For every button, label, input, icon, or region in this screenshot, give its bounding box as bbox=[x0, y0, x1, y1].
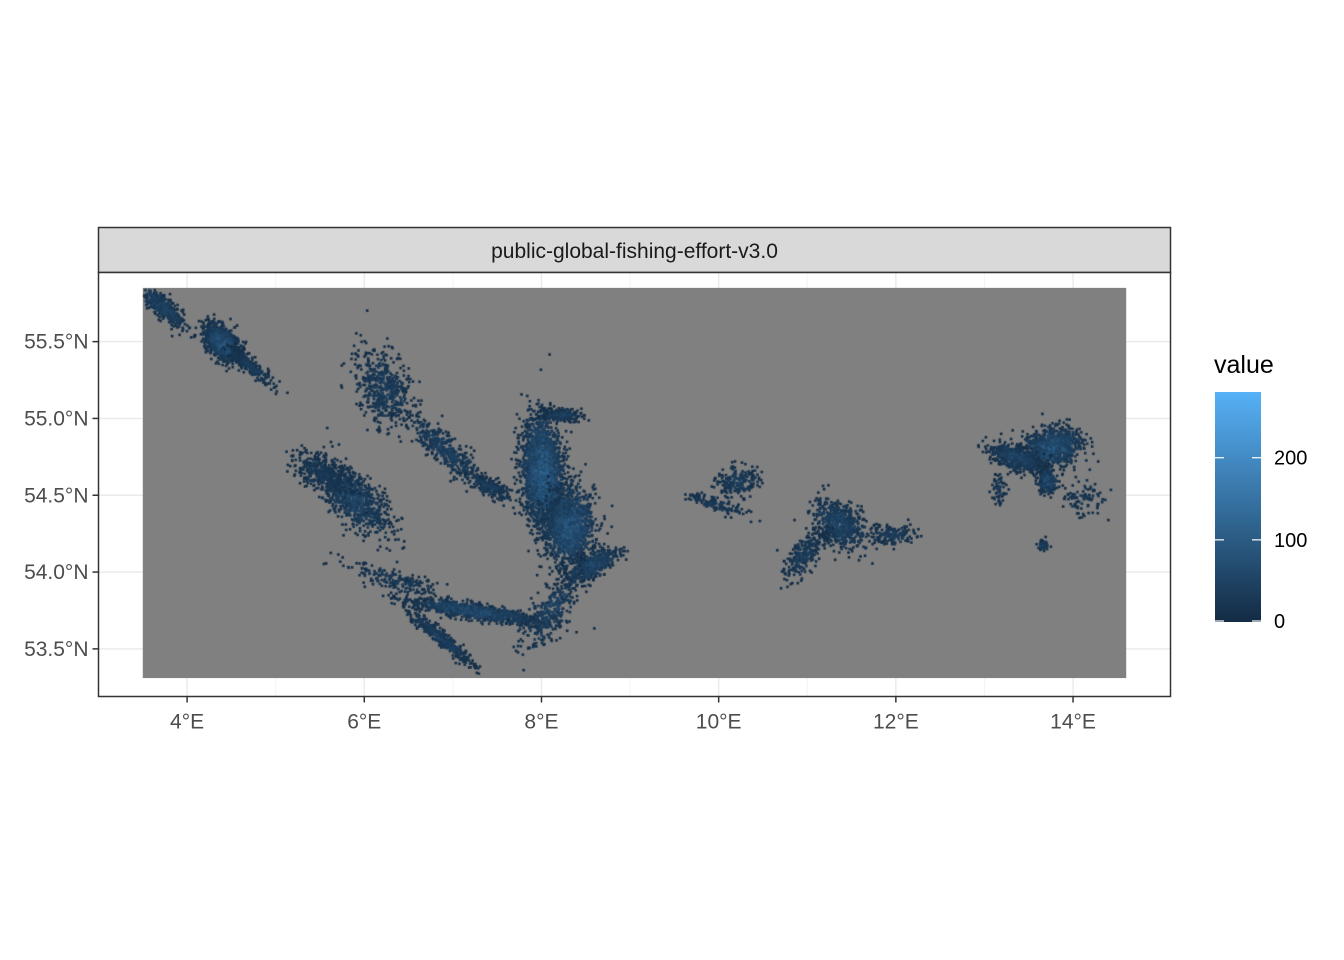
legend: value 0 100 200 bbox=[1214, 351, 1307, 633]
legend-break-label: 200 bbox=[1274, 448, 1307, 470]
y-tick-label: 53.5°N bbox=[24, 638, 88, 661]
y-tick-label: 55.0°N bbox=[24, 407, 88, 430]
legend-break-label: 100 bbox=[1274, 530, 1307, 552]
fishing-effort-raster-cells bbox=[142, 287, 1127, 679]
y-tick-label: 54.5°N bbox=[24, 484, 88, 507]
x-tick-label: 4°E bbox=[170, 711, 204, 734]
plot-panel bbox=[97, 271, 1172, 698]
legend-break-label: 0 bbox=[1274, 611, 1285, 633]
panel-border bbox=[97, 271, 1172, 698]
legend-title: value bbox=[1214, 351, 1274, 379]
legend-colorbar bbox=[1215, 392, 1261, 622]
facet-strip: public-global-fishing-effort-v3.0 bbox=[97, 226, 1172, 274]
y-axis: 53.5°N 54.0°N 54.5°N 55.0°N 55.5°N bbox=[24, 331, 99, 661]
x-axis: 4°E 6°E 8°E 10°E 12°E 14°E bbox=[170, 696, 1096, 734]
x-tick-label: 14°E bbox=[1050, 711, 1096, 734]
y-tick-label: 55.5°N bbox=[24, 331, 88, 354]
x-tick-label: 10°E bbox=[696, 711, 742, 734]
facet-strip-box bbox=[97, 226, 1172, 274]
x-tick-label: 6°E bbox=[347, 711, 381, 734]
x-tick-label: 8°E bbox=[524, 711, 558, 734]
facet-strip-label: public-global-fishing-effort-v3.0 bbox=[491, 240, 778, 263]
legend-ticks: 0 100 200 bbox=[1215, 448, 1307, 633]
x-tick-label: 12°E bbox=[873, 711, 919, 734]
y-tick-label: 54.0°N bbox=[24, 561, 88, 584]
